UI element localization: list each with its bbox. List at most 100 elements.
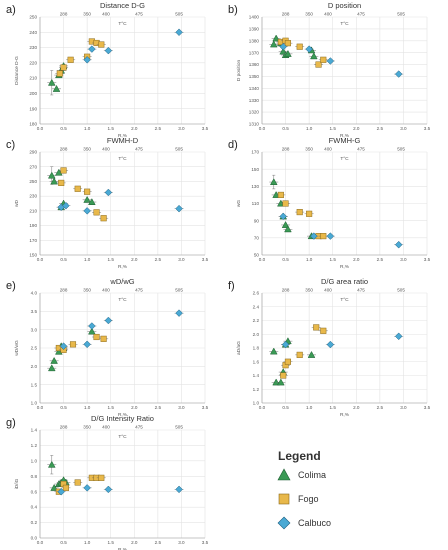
data-point-colima xyxy=(272,378,280,386)
y-tick-label: 1310 xyxy=(249,122,260,127)
data-point-fogo xyxy=(60,167,67,174)
data-point-colima xyxy=(88,327,96,335)
top-tick-label: 400 xyxy=(102,425,110,430)
legend-item-fogo: Fogo xyxy=(278,493,319,505)
x-tick-label: 2.0 xyxy=(131,405,138,410)
x-tick-label: 2.0 xyxy=(353,257,360,262)
y-tick-label: 90 xyxy=(254,218,260,223)
data-point-fogo xyxy=(84,188,91,195)
top-tick-label: 288 xyxy=(60,288,68,293)
x-axis-label: R,% xyxy=(118,264,128,270)
series-calbuco xyxy=(281,332,404,349)
y-tick-label: 2.2 xyxy=(253,318,260,323)
top-tick-label: 400 xyxy=(102,288,110,293)
top-tick-label: 400 xyxy=(102,12,110,17)
panel-label: d) xyxy=(228,139,238,151)
series-calbuco xyxy=(278,212,404,249)
y-tick-label: 130 xyxy=(251,184,259,189)
data-point-calbuco xyxy=(394,70,403,78)
x-tick-label: 2.5 xyxy=(377,405,384,410)
x-tick-label: 2.0 xyxy=(131,126,138,131)
panels: a) Distance D-G T°C 180 190 200 210 220 230 240 25… xyxy=(6,1,431,550)
data-point-fogo xyxy=(69,341,77,348)
legend-label: Fogo xyxy=(298,494,319,504)
x-tick-label: 3.5 xyxy=(424,126,431,131)
series-colima xyxy=(47,166,97,211)
data-point-colima xyxy=(47,78,56,86)
x-tick-label: 1.5 xyxy=(108,126,115,131)
x-tick-label: 3.5 xyxy=(424,257,431,262)
x-tick-label: 2.5 xyxy=(377,257,384,262)
y-tick-label: 210 xyxy=(29,76,37,81)
x-tick-label: 1.5 xyxy=(330,257,337,262)
data-point-calbuco xyxy=(326,232,335,240)
x-tick-label: 3.5 xyxy=(202,405,209,410)
series-colima xyxy=(47,327,97,372)
data-point-fogo xyxy=(62,484,69,491)
x-tick-label: 0.5 xyxy=(60,540,67,545)
series-calbuco xyxy=(82,28,184,64)
data-point-fogo xyxy=(98,41,105,48)
panel-label: c) xyxy=(6,139,15,151)
series-calbuco xyxy=(56,484,184,496)
x-tick-label: 1.0 xyxy=(306,405,313,410)
data-point-fogo xyxy=(56,70,63,77)
x-tick-label: 2.5 xyxy=(155,540,162,545)
y-tick-label: 70 xyxy=(254,235,260,240)
series-fogo xyxy=(276,37,328,68)
y-tick-label: 2.0 xyxy=(31,364,38,369)
top-axis-label: T°C xyxy=(340,297,349,303)
y-tick-label: 4.0 xyxy=(31,291,38,296)
top-tick-label: 475 xyxy=(357,288,365,293)
x-tick-label: 0.5 xyxy=(282,126,289,131)
data-point-fogo xyxy=(296,209,303,216)
data-point-colima xyxy=(52,84,61,92)
data-point-fogo xyxy=(280,372,287,379)
chart-title: D position xyxy=(328,1,361,10)
panel-label: e) xyxy=(6,280,16,292)
data-point-calbuco xyxy=(83,56,91,64)
x-tick-label: 1.5 xyxy=(108,540,115,545)
y-tick-label: 1370 xyxy=(249,50,260,55)
y-tick-label: 2.6 xyxy=(253,291,260,296)
y-tick-label: 1.4 xyxy=(253,373,260,378)
data-point-fogo xyxy=(58,179,65,186)
top-tick-label: 400 xyxy=(324,288,332,293)
x-axis-label: R,% xyxy=(118,547,128,550)
top-tick-label: 475 xyxy=(357,12,365,17)
y-tick-label: 1380 xyxy=(249,38,260,43)
y-tick-label: 250 xyxy=(29,15,37,20)
x-tick-label: 2.5 xyxy=(155,126,162,131)
y-tick-label: 180 xyxy=(29,122,37,127)
data-point-calbuco xyxy=(104,316,113,325)
data-point-colima xyxy=(310,52,318,60)
series-fogo xyxy=(276,191,328,240)
top-axis-label: T°C xyxy=(340,21,349,27)
top-axis-label: T°C xyxy=(118,156,127,162)
data-point-calbuco xyxy=(175,204,183,213)
panel-f: f) D/G area ratio T°C 1.0 1.2 1.4 1.6 1.8 2.0 2.2… xyxy=(228,277,431,418)
x-tick-label: 3.0 xyxy=(400,405,407,410)
data-point-colima xyxy=(50,356,58,364)
x-tick-label: 2.0 xyxy=(353,126,360,131)
series-fogo xyxy=(56,167,109,222)
y-axis-label: Distance D-G xyxy=(14,56,20,85)
legend: Legend Colima Fogo Calbuco xyxy=(277,449,331,530)
data-point-fogo xyxy=(100,215,107,222)
data-point-fogo xyxy=(277,191,284,198)
y-tick-label: 1.0 xyxy=(253,401,260,406)
top-tick-label: 505 xyxy=(397,12,405,17)
x-tick-label: 3.5 xyxy=(202,257,209,262)
legend-marker-square xyxy=(278,493,290,505)
y-tick-label: 2.0 xyxy=(253,332,260,337)
data-point-calbuco xyxy=(62,201,70,210)
y-tick-label: 1.0 xyxy=(31,458,38,463)
y-tick-label: 1.8 xyxy=(253,346,260,351)
top-tick-label: 400 xyxy=(324,12,332,17)
data-point-fogo xyxy=(74,479,81,486)
data-point-colima xyxy=(284,225,292,233)
chart-title: D/G area ratio xyxy=(321,277,368,286)
data-point-colima xyxy=(83,195,91,203)
data-point-fogo xyxy=(296,43,303,50)
